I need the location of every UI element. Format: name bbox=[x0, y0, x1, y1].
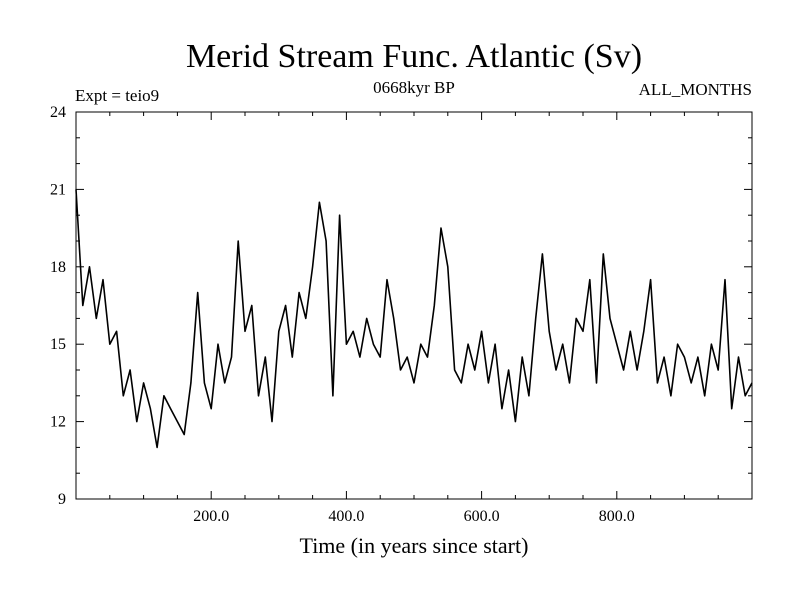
experiment-label: Expt = teio9 bbox=[75, 86, 159, 105]
x-tick-label: 600.0 bbox=[464, 508, 500, 525]
x-axis-label: Time (in years since start) bbox=[300, 533, 529, 558]
chart-title: Merid Stream Func. Atlantic (Sv) bbox=[186, 38, 642, 75]
series-layer bbox=[75, 189, 753, 449]
ticks-layer bbox=[76, 111, 752, 500]
y-tick-label: 18 bbox=[50, 259, 66, 276]
months-label: ALL_MONTHS bbox=[639, 80, 752, 99]
y-tick-label: 24 bbox=[50, 104, 66, 121]
y-tick-label: 12 bbox=[50, 414, 66, 431]
y-tick-label: 15 bbox=[50, 336, 66, 353]
x-tick-label: 200.0 bbox=[193, 508, 229, 525]
period-label: 0668kyr BP bbox=[373, 78, 455, 97]
y-tick-label: 9 bbox=[58, 491, 66, 508]
plot-frame bbox=[75, 111, 753, 500]
tick-labels-layer: 9 12 15 18 21 24 200.0 400.0 600.0 800.0 bbox=[50, 104, 635, 525]
x-tick-label: 800.0 bbox=[599, 508, 635, 525]
series-line-0 bbox=[75, 189, 753, 449]
y-tick-label: 21 bbox=[50, 181, 66, 198]
x-tick-label: 400.0 bbox=[328, 508, 364, 525]
